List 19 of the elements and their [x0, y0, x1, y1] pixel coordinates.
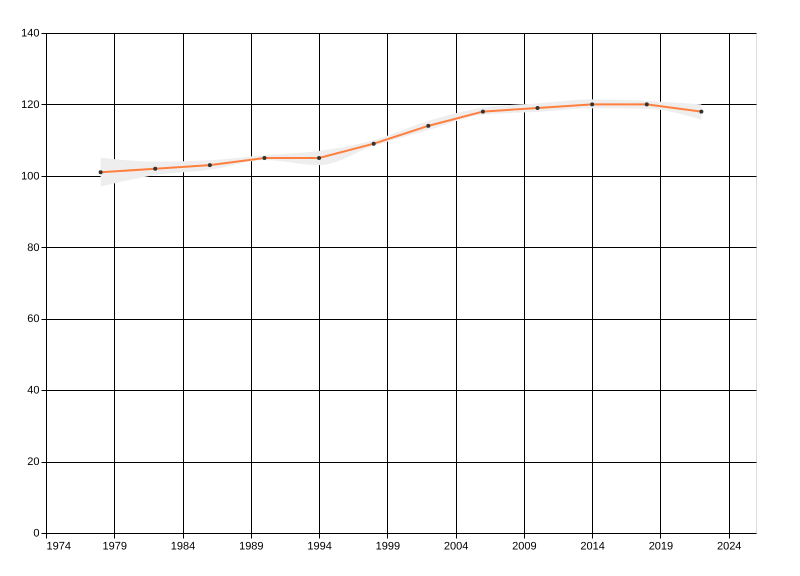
- x-tick-label: 2014: [580, 540, 605, 552]
- x-tick-label: 1979: [102, 540, 128, 552]
- x-tick-label: 2004: [444, 540, 468, 552]
- y-tick-label: 20: [27, 456, 40, 468]
- y-tick-label: 40: [27, 384, 40, 397]
- y-tick-label: 140: [21, 28, 40, 40]
- x-tick-label: 1974: [46, 540, 71, 552]
- x-tick-label: 1999: [376, 540, 400, 552]
- x-tick-label: 1984: [170, 540, 196, 552]
- y-tick-label: 120: [21, 98, 40, 111]
- y-tick-label: 100: [21, 170, 40, 182]
- x-tick-label: 2009: [512, 540, 537, 552]
- x-tick-label: 2024: [716, 540, 742, 552]
- y-tick-label: 0: [33, 528, 40, 540]
- y-tick-label: 60: [27, 313, 40, 326]
- x-tick-label: 1989: [239, 540, 264, 552]
- x-tick-label: 1994: [307, 540, 332, 552]
- x-tick-label: 2019: [648, 540, 674, 552]
- y-tick-label: 80: [27, 242, 40, 254]
